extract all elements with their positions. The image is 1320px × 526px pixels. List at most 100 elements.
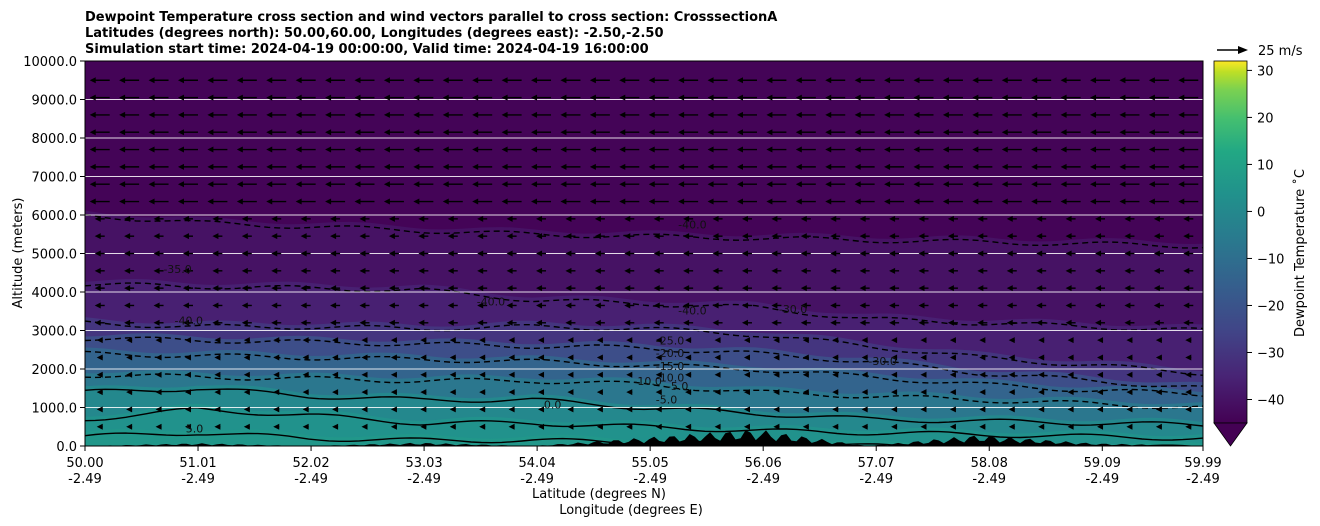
- wind-vector-head: [884, 163, 891, 170]
- wind-vector-head: [508, 371, 515, 378]
- wind-vector-head: [182, 215, 189, 222]
- wind-vector-head: [1119, 111, 1126, 118]
- wind-vector-head: [126, 389, 133, 396]
- wind-vector-head: [506, 319, 513, 326]
- wind-vector-head: [1155, 423, 1162, 430]
- wind-vector-head: [501, 94, 508, 101]
- wind-vector-head: [94, 302, 101, 309]
- wind-vector-head: [325, 111, 332, 118]
- wind-vector-head: [236, 181, 243, 188]
- wind-vector-head: [1067, 406, 1074, 413]
- wind-vector-head: [501, 129, 508, 136]
- wind-vector-head: [889, 302, 896, 309]
- wind-vector-head: [1097, 423, 1104, 430]
- wind-vector-head: [1095, 215, 1102, 222]
- wind-vector-head: [648, 198, 655, 205]
- wind-vector-head: [477, 215, 484, 222]
- wind-vector-head: [207, 163, 214, 170]
- wind-vector-head: [626, 354, 633, 361]
- wind-vector-head: [884, 94, 891, 101]
- wind-vector-head: [918, 302, 925, 309]
- wind-vector-head: [736, 94, 743, 101]
- wind-vector-head: [96, 389, 103, 396]
- wind-vector-head: [266, 146, 273, 153]
- wind-vector-head: [626, 337, 633, 344]
- wind-vector-head: [596, 389, 603, 396]
- wind-vector-head: [94, 250, 101, 257]
- wind-vector-head: [536, 267, 543, 274]
- y-tick-label: 0.0: [56, 440, 77, 455]
- wind-vector-head: [447, 302, 454, 309]
- wind-vector-head: [302, 389, 309, 396]
- wind-vector-head: [1065, 302, 1072, 309]
- wind-vector-head: [153, 215, 160, 222]
- wind-vector-head: [1119, 77, 1126, 84]
- wind-vector-head: [207, 198, 214, 205]
- wind-vector-head: [153, 319, 160, 326]
- wind-vector-head: [560, 198, 567, 205]
- contour-label: -30.0: [779, 303, 807, 316]
- wind-vector-head: [800, 319, 807, 326]
- wind-vector-head: [124, 319, 131, 326]
- wind-vector-head: [979, 423, 986, 430]
- wind-vector-head: [413, 198, 420, 205]
- wind-vector-head: [295, 129, 302, 136]
- wind-vector-head: [1153, 215, 1160, 222]
- wind-vector-head: [854, 111, 861, 118]
- wind-vector-head: [707, 94, 714, 101]
- wind-vector-head: [712, 250, 719, 257]
- wind-vector-head: [714, 354, 721, 361]
- wind-vector-head: [420, 371, 427, 378]
- contour-label: -5.0: [656, 394, 677, 407]
- wind-vectors: [89, 77, 1199, 430]
- wind-vector-head: [589, 77, 596, 84]
- wind-vector-head: [413, 163, 420, 170]
- contour-line: [85, 213, 1203, 249]
- wind-vector-head: [325, 198, 332, 205]
- x-tick-label-longitude: -2.49: [181, 472, 215, 487]
- wind-vector-head: [124, 285, 131, 292]
- wind-vector-head: [918, 233, 925, 240]
- wind-vector-head: [830, 285, 837, 292]
- wind-vector-head: [947, 319, 954, 326]
- wind-vector-head: [802, 423, 809, 430]
- wind-vector-head: [330, 302, 337, 309]
- wind-vector-head: [949, 354, 956, 361]
- wind-vector-head: [714, 406, 721, 413]
- contour-label: -40.0: [678, 218, 706, 231]
- wind-vector-head: [302, 371, 309, 378]
- wind-vector-head: [889, 215, 896, 222]
- wind-vector-head: [1183, 302, 1190, 309]
- x-tick-label-longitude: -2.49: [746, 472, 780, 487]
- wind-vector-head: [177, 146, 184, 153]
- wind-vector-head: [594, 319, 601, 326]
- wind-vector-head: [736, 181, 743, 188]
- wind-vector-head: [1090, 94, 1097, 101]
- wind-vector-head: [207, 129, 214, 136]
- wind-vector-head: [388, 215, 395, 222]
- wind-vector-head: [1148, 77, 1155, 84]
- wind-vector-head: [1097, 354, 1104, 361]
- wind-vector-head: [1006, 215, 1013, 222]
- wind-vector-head: [124, 250, 131, 257]
- wind-vector-head: [1031, 146, 1038, 153]
- wind-vector-head: [479, 389, 486, 396]
- wind-vector-head: [1119, 129, 1126, 136]
- wind-vector-head: [330, 250, 337, 257]
- wind-vector-head: [648, 111, 655, 118]
- wind-vector-head: [388, 233, 395, 240]
- wind-vector-head: [714, 389, 721, 396]
- wind-vector-head: [707, 163, 714, 170]
- wind-vector-head: [361, 406, 368, 413]
- y-tick-label: 10000.0: [23, 55, 77, 70]
- wind-vector-head: [947, 250, 954, 257]
- wind-vector-head: [479, 354, 486, 361]
- wind-vector-head: [825, 163, 832, 170]
- wind-vector-head: [1178, 94, 1185, 101]
- colorbar-tick-label: 30: [1257, 64, 1274, 79]
- wind-vector-head: [236, 198, 243, 205]
- wind-vector-head: [884, 129, 891, 136]
- wind-vector-head: [1155, 406, 1162, 413]
- wind-vector-head: [825, 77, 832, 84]
- wind-vector-head: [1124, 215, 1131, 222]
